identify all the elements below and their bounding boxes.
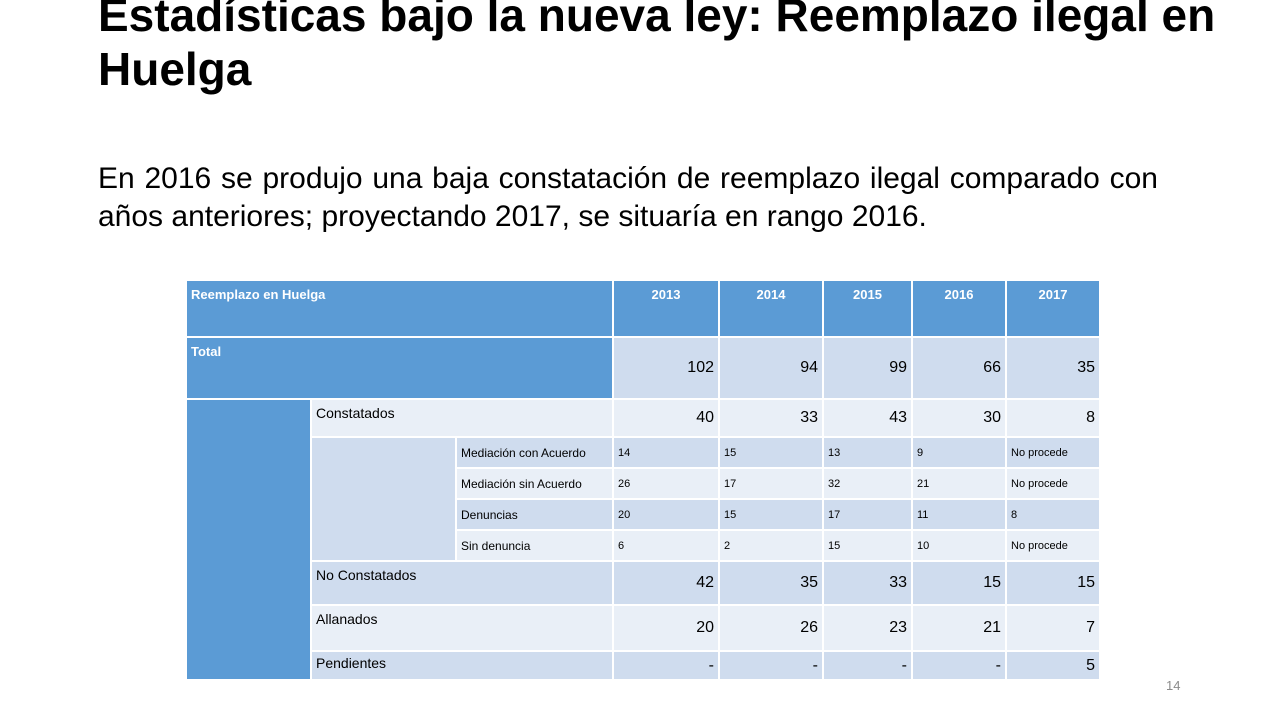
table-subrow: Sin denuncia 6 2 15 10 No procede	[187, 531, 1099, 560]
slide-title: Estadísticas bajo la nueva ley: Reemplaz…	[98, 0, 1216, 95]
table-cell: 43	[824, 400, 911, 436]
total-label: Total	[187, 338, 612, 398]
subrow-label: Sin denuncia	[457, 531, 612, 560]
table-cell: 20	[614, 606, 718, 650]
header-label: Reemplazo en Huelga	[187, 281, 612, 336]
table-cell: 14	[614, 438, 718, 467]
table-cell: 40	[614, 400, 718, 436]
subgroup-cell	[312, 438, 455, 560]
table-cell: 7	[1007, 606, 1099, 650]
table-cell: 15	[720, 438, 822, 467]
table-subrow: Denuncias 20 15 17 11 8	[187, 500, 1099, 529]
table-row-total: Total 102 94 99 66 35	[187, 338, 1099, 398]
header-year: 2015	[824, 281, 911, 336]
table-cell: 8	[1007, 400, 1099, 436]
table-cell: 11	[913, 500, 1005, 529]
table-cell: 2	[720, 531, 822, 560]
table-row-pendientes: Pendientes - - - - 5	[187, 652, 1099, 679]
table-cell: 17	[824, 500, 911, 529]
table-cell: 5	[1007, 652, 1099, 679]
table-cell: 15	[720, 500, 822, 529]
table-subrow: Mediación con Acuerdo 14 15 13 9 No proc…	[187, 438, 1099, 560]
table-cell: No procede	[1007, 531, 1099, 560]
table-row-constatados: Constatados 40 33 43 30 8	[187, 400, 1099, 679]
table-cell: No procede	[1007, 469, 1099, 498]
table-cell: 26	[720, 606, 822, 650]
table-cell: 42	[614, 562, 718, 604]
table-cell: 23	[824, 606, 911, 650]
table-cell: 26	[614, 469, 718, 498]
table-cell: 15	[913, 562, 1005, 604]
table-cell: 102	[614, 338, 718, 398]
table-cell: 94	[720, 338, 822, 398]
table-cell: 66	[913, 338, 1005, 398]
table-cell: 30	[913, 400, 1005, 436]
table-subrow: Mediación sin Acuerdo 26 17 32 21 No pro…	[187, 469, 1099, 498]
table-cell: 15	[1007, 562, 1099, 604]
table-cell: 20	[614, 500, 718, 529]
subrow-label: Denuncias	[457, 500, 612, 529]
table-cell: 21	[913, 469, 1005, 498]
subrow-label: Mediación sin Acuerdo	[457, 469, 612, 498]
table-cell: -	[614, 652, 718, 679]
group-sidebar-cell	[187, 400, 310, 679]
pendientes-label: Pendientes	[312, 652, 612, 679]
table-cell: 13	[824, 438, 911, 467]
constatados-label: Constatados	[312, 400, 612, 436]
table-cell: 17	[720, 469, 822, 498]
table-cell: -	[720, 652, 822, 679]
page-number: 14	[1166, 678, 1181, 693]
no-constatados-label: No Constatados	[312, 562, 612, 604]
table-cell: 15	[824, 531, 911, 560]
table-row-no-constatados: No Constatados 42 35 33 15 15	[187, 562, 1099, 604]
table-cell: 99	[824, 338, 911, 398]
slide-body-text: En 2016 se produjo una baja constatación…	[98, 162, 1158, 233]
table-cell: 32	[824, 469, 911, 498]
table-header-row: Reemplazo en Huelga 2013 2014 2015 2016 …	[187, 281, 1099, 336]
table-cell: -	[824, 652, 911, 679]
header-year: 2013	[614, 281, 718, 336]
table-cell: 33	[720, 400, 822, 436]
table-cell: -	[913, 652, 1005, 679]
table-cell: 10	[913, 531, 1005, 560]
table-cell: No procede	[1007, 438, 1099, 467]
allanados-label: Allanados	[312, 606, 612, 650]
table-cell: 35	[720, 562, 822, 604]
table-cell: 21	[913, 606, 1005, 650]
statistics-table: Reemplazo en Huelga 2013 2014 2015 2016 …	[187, 281, 1099, 679]
subrow-label: Mediación con Acuerdo	[457, 438, 612, 467]
header-year: 2014	[720, 281, 822, 336]
table-cell: 8	[1007, 500, 1099, 529]
table-cell: 35	[1007, 338, 1099, 398]
header-year: 2016	[913, 281, 1005, 336]
table-row-allanados: Allanados 20 26 23 21 7	[187, 606, 1099, 650]
header-year: 2017	[1007, 281, 1099, 336]
table-cell: 6	[614, 531, 718, 560]
table-cell: 33	[824, 562, 911, 604]
table-cell: 9	[913, 438, 1005, 467]
